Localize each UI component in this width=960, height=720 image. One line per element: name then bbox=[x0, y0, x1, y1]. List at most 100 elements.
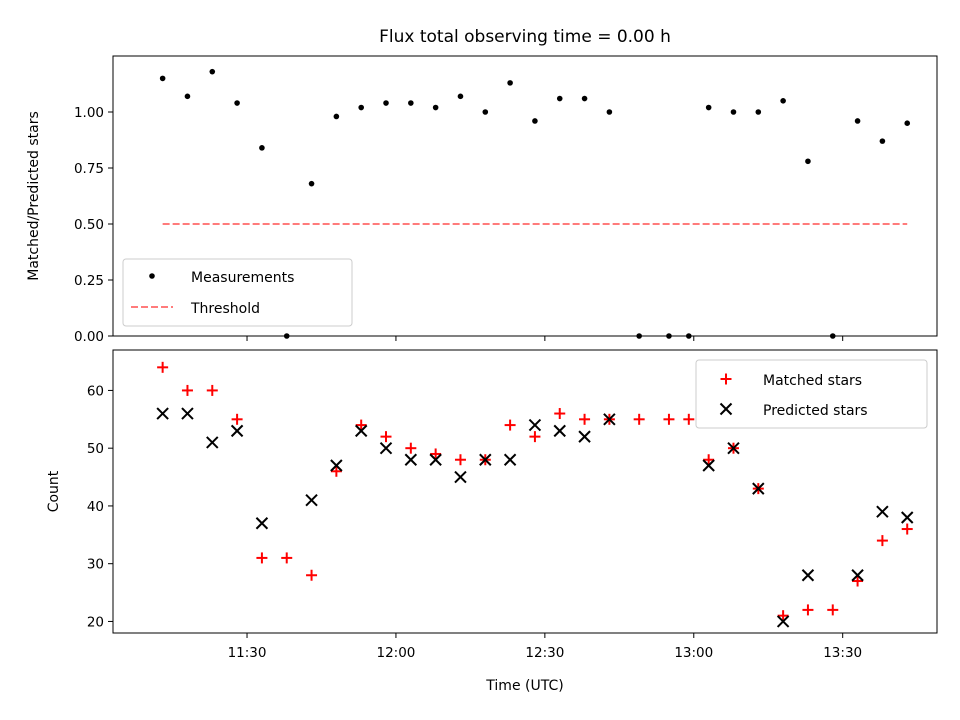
x-tick-label: 12:00 bbox=[376, 645, 415, 661]
predicted-star-point bbox=[379, 441, 393, 455]
y-tick-label: 20 bbox=[87, 614, 104, 630]
predicted-star-point bbox=[156, 407, 169, 420]
legend-predicted-marker bbox=[719, 402, 733, 416]
legend-matched-marker bbox=[720, 373, 732, 385]
ratio-axis-ticks: 0.00 0.25 0.50 0.75 1.00 bbox=[74, 105, 844, 345]
measurement-point bbox=[805, 158, 811, 165]
x-tick-label: 12:30 bbox=[525, 645, 564, 661]
predicted-star-point bbox=[206, 436, 219, 449]
matched-star-point bbox=[330, 465, 342, 477]
predicted-star-point bbox=[603, 413, 616, 426]
measurement-point bbox=[432, 104, 439, 111]
predicted-star-point bbox=[553, 424, 566, 438]
measurement-point bbox=[879, 138, 886, 144]
measurement-point bbox=[854, 118, 861, 124]
predicted-star-point bbox=[181, 407, 194, 420]
predicted-star-point bbox=[404, 453, 418, 466]
matched-star-point bbox=[683, 413, 695, 425]
measurement-point bbox=[333, 113, 340, 120]
matched-star-point bbox=[181, 384, 193, 396]
ratio-legend: Measurements Threshold bbox=[122, 258, 353, 327]
ratio-panel: 0.00 0.25 0.50 0.75 1.00 Matched/Predicted s… bbox=[26, 55, 938, 345]
measurement-point bbox=[730, 109, 737, 115]
predicted-star-point bbox=[702, 459, 715, 472]
count-axis-ticks: 20 30 40 50 60 11:30 12:00 12:30 13:00 13:30 bbox=[87, 383, 862, 661]
measurement-point bbox=[383, 100, 389, 106]
chart-title: Flux total observing time = 0.00 h bbox=[379, 27, 671, 47]
predicted-star-point bbox=[454, 470, 467, 484]
legend-matched-label: Matched stars bbox=[763, 373, 862, 389]
matched-star-point bbox=[901, 523, 913, 535]
y-tick-label: 0.25 bbox=[74, 273, 104, 289]
predicted-star-point bbox=[230, 424, 244, 438]
matched-star-point bbox=[355, 419, 367, 431]
y-tick-label: 40 bbox=[87, 499, 104, 515]
measurement-point bbox=[234, 100, 240, 106]
measurement-point bbox=[507, 80, 513, 86]
x-axis-label: Time (UTC) bbox=[485, 678, 563, 694]
predicted-star-point bbox=[429, 453, 442, 466]
count-marks bbox=[156, 361, 914, 628]
matched-star-point bbox=[306, 569, 318, 581]
predicted-star-point bbox=[255, 517, 269, 530]
predicted-star-point bbox=[528, 418, 542, 432]
matched-star-point bbox=[529, 431, 541, 443]
matched-star-point bbox=[206, 384, 218, 396]
matched-star-point bbox=[633, 413, 645, 425]
matched-star-point bbox=[157, 361, 169, 373]
matched-star-point bbox=[454, 454, 466, 466]
y-tick-label: 30 bbox=[87, 557, 104, 573]
count-legend: Matched stars Predicted stars bbox=[695, 359, 928, 429]
legend-measurement-marker bbox=[149, 273, 155, 279]
measurement-point bbox=[606, 109, 613, 115]
predicted-star-point bbox=[578, 430, 591, 443]
matched-star-point bbox=[405, 442, 417, 454]
y-tick-label: 0.00 bbox=[74, 329, 104, 345]
measurement-point bbox=[755, 109, 762, 115]
measurement-point bbox=[556, 95, 563, 102]
predicted-star-point bbox=[851, 569, 864, 582]
matched-star-point bbox=[663, 413, 675, 425]
x-tick-label: 13:00 bbox=[674, 645, 713, 661]
measurement-point bbox=[581, 95, 588, 102]
measurement-point bbox=[705, 104, 712, 111]
predicted-star-point bbox=[876, 505, 889, 518]
matched-star-point bbox=[504, 419, 516, 431]
predicted-star-point bbox=[479, 453, 492, 466]
predicted-star-point bbox=[801, 569, 815, 582]
legend-threshold-label: Threshold bbox=[190, 301, 260, 317]
count-axes-frame bbox=[112, 349, 938, 634]
measurement-point bbox=[209, 68, 216, 75]
matched-star-point bbox=[256, 552, 268, 564]
matched-star-point bbox=[281, 552, 293, 564]
y-tick-label: 0.50 bbox=[74, 217, 104, 233]
count-y-axis-label: Count bbox=[46, 470, 62, 512]
ratio-y-axis-label: Matched/Predicted stars bbox=[26, 111, 42, 281]
legend-frame bbox=[122, 258, 353, 327]
matched-star-point bbox=[852, 575, 864, 587]
measurement-point bbox=[308, 180, 315, 187]
predicted-star-point bbox=[776, 615, 790, 628]
matched-star-point bbox=[827, 604, 839, 616]
matched-star-point bbox=[430, 448, 442, 460]
y-tick-label: 1.00 bbox=[74, 105, 104, 121]
measurement-point bbox=[408, 100, 414, 106]
matched-star-point bbox=[777, 610, 789, 622]
matched-star-point bbox=[579, 413, 591, 425]
legend-frame bbox=[695, 359, 928, 429]
measurement-point bbox=[482, 109, 489, 115]
y-tick-label: 0.75 bbox=[74, 161, 104, 177]
x-tick-label: 11:30 bbox=[228, 645, 267, 661]
matched-star-point bbox=[554, 408, 566, 420]
measurement-point bbox=[457, 93, 464, 100]
matched-star-point bbox=[380, 431, 392, 443]
x-tick-label: 13:30 bbox=[823, 645, 862, 661]
measurement-point bbox=[532, 118, 538, 124]
predicted-star-point bbox=[503, 453, 517, 466]
legend-predicted-label: Predicted stars bbox=[763, 403, 868, 419]
predicted-star-point bbox=[330, 459, 343, 472]
measurement-point bbox=[184, 93, 191, 100]
measurement-point bbox=[159, 75, 166, 82]
predicted-star-point bbox=[901, 511, 914, 524]
